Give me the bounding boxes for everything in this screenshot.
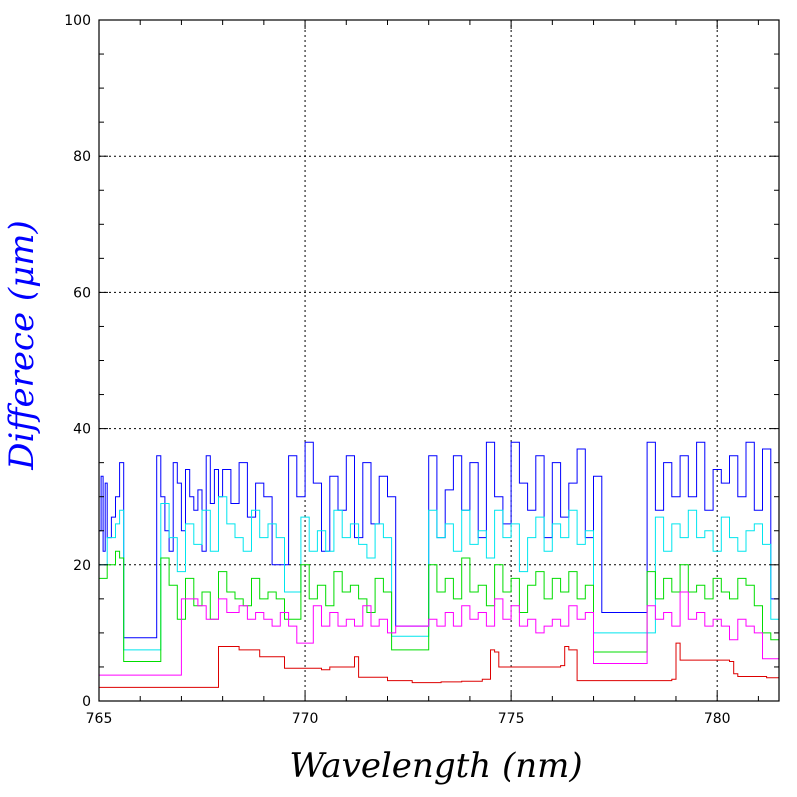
x-tick-label: 770 — [292, 711, 319, 727]
y-tick-label: 40 — [73, 422, 91, 438]
x-tick-label: 780 — [704, 711, 731, 727]
plot-frame — [98, 19, 780, 702]
tick-labels: 765 770 775 780 0 20 40 60 80 100 — [64, 13, 730, 727]
y-tick-label: 20 — [73, 558, 91, 574]
series-line — [99, 441, 779, 639]
x-axis-title: Wavelength (nm) — [289, 746, 582, 786]
x-tick-label: 775 — [498, 711, 525, 727]
series-line — [99, 496, 779, 651]
y-axis-title: Differece (μm) — [2, 220, 42, 471]
y-tick-label: 80 — [73, 149, 91, 165]
grid-lines — [99, 20, 779, 701]
series-line — [99, 591, 779, 676]
series-group — [99, 441, 780, 688]
axis-ticks — [98, 19, 779, 702]
y-tick-label: 60 — [73, 285, 91, 301]
series-line — [99, 642, 780, 688]
x-tick-label: 765 — [86, 711, 113, 727]
series-line — [99, 550, 779, 662]
y-tick-label: 0 — [82, 694, 91, 710]
y-tick-label: 100 — [64, 13, 91, 29]
